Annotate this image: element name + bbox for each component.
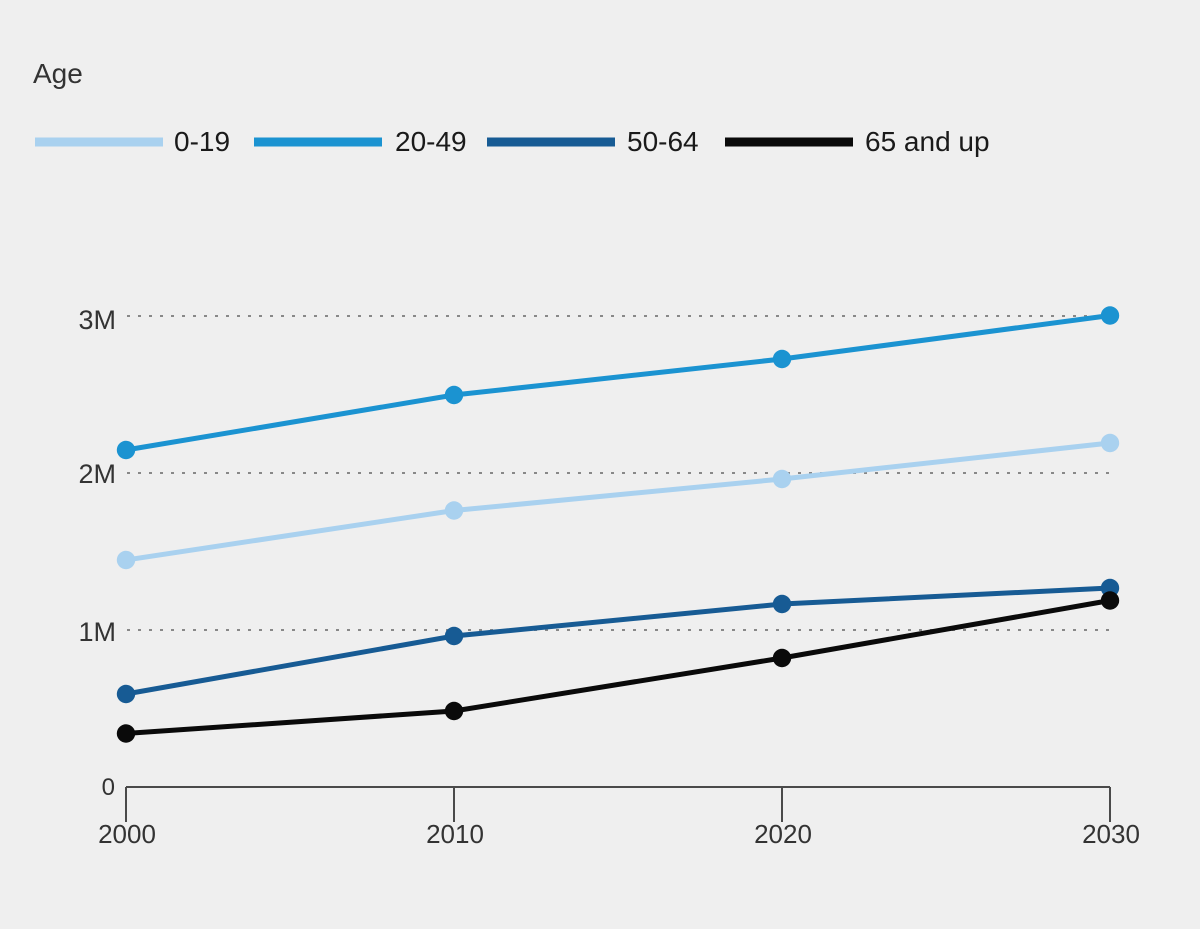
svg-text:0: 0	[102, 774, 115, 801]
svg-text:50-64: 50-64	[627, 126, 699, 157]
svg-text:1M: 1M	[78, 617, 116, 647]
svg-text:2020: 2020	[754, 819, 812, 849]
svg-text:0-19: 0-19	[174, 126, 230, 157]
svg-text:2000: 2000	[98, 819, 156, 849]
svg-text:3M: 3M	[78, 305, 116, 335]
svg-text:2M: 2M	[78, 459, 116, 489]
svg-text:65 and up: 65 and up	[865, 126, 990, 157]
svg-text:20-49: 20-49	[395, 126, 467, 157]
svg-text:2010: 2010	[426, 819, 484, 849]
svg-text:2030: 2030	[1082, 819, 1140, 849]
svg-text:Age: Age	[33, 58, 83, 89]
